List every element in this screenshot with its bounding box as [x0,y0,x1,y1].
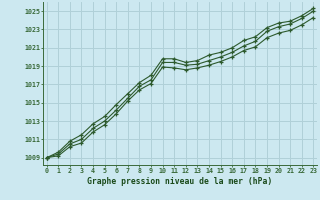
X-axis label: Graphe pression niveau de la mer (hPa): Graphe pression niveau de la mer (hPa) [87,177,273,186]
